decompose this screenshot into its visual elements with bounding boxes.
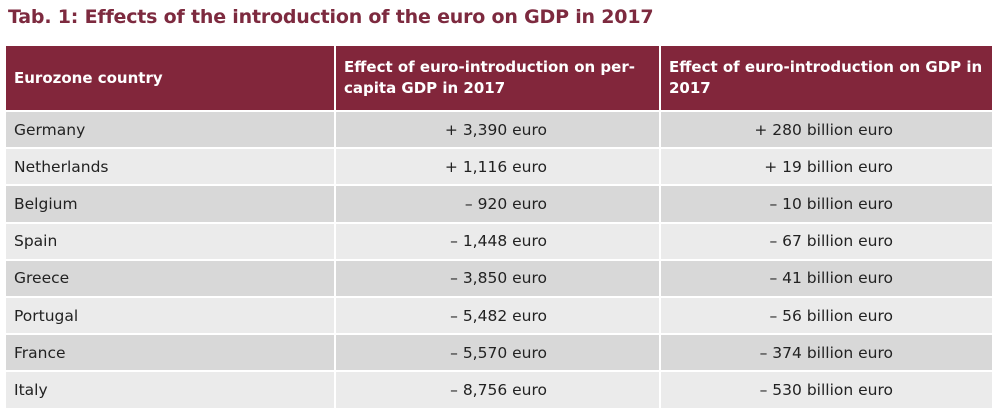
- country-cell: Greece: [6, 258, 336, 296]
- total-gdp-cell: – 41 billion euro: [661, 258, 992, 296]
- per-capita-cell: + 3,390 euro: [336, 110, 661, 148]
- per-capita-cell: – 920 euro: [336, 184, 661, 222]
- country-cell: Belgium: [6, 184, 336, 222]
- header-row: Eurozone country Effect of euro-introduc…: [6, 46, 992, 110]
- gdp-effects-table: Eurozone country Effect of euro-introduc…: [6, 46, 992, 408]
- per-capita-cell: – 5,482 euro: [336, 295, 661, 334]
- per-capita-cell: – 8,756 euro: [336, 370, 661, 408]
- total-gdp-cell: – 374 billion euro: [661, 333, 992, 371]
- country-cell: Germany: [6, 110, 336, 148]
- table-row: Italy – 8,756 euro – 530 billion euro: [6, 370, 992, 408]
- header-total: Effect of euro-introduction on GDP in 20…: [661, 46, 992, 110]
- total-gdp-cell: – 67 billion euro: [661, 221, 992, 259]
- total-gdp-cell: + 280 billion euro: [661, 110, 992, 148]
- header-country: Eurozone country: [6, 46, 336, 110]
- header-per-capita: Effect of euro-introduction on per-capit…: [336, 46, 661, 110]
- table-row: Germany + 3,390 euro + 280 billion euro: [6, 110, 992, 148]
- country-cell: France: [6, 333, 336, 371]
- table-row: Netherlands + 1,116 euro + 19 billion eu…: [6, 147, 992, 185]
- table-row: Portugal – 5,482 euro – 56 billion euro: [6, 295, 992, 334]
- total-gdp-cell: + 19 billion euro: [661, 147, 992, 185]
- table-row: Spain – 1,448 euro – 67 billion euro: [6, 221, 992, 259]
- total-gdp-cell: – 56 billion euro: [661, 295, 992, 334]
- country-cell: Portugal: [6, 295, 336, 334]
- country-cell: Italy: [6, 370, 336, 408]
- table-row: France – 5,570 euro – 374 billion euro: [6, 333, 992, 371]
- per-capita-cell: – 5,570 euro: [336, 333, 661, 371]
- total-gdp-cell: – 530 billion euro: [661, 370, 992, 408]
- per-capita-cell: – 3,850 euro: [336, 258, 661, 296]
- table-row: Belgium – 920 euro – 10 billion euro: [6, 184, 992, 222]
- table-row: Greece – 3,850 euro – 41 billion euro: [6, 258, 992, 296]
- per-capita-cell: – 1,448 euro: [336, 221, 661, 259]
- country-cell: Netherlands: [6, 147, 336, 185]
- country-cell: Spain: [6, 221, 336, 259]
- table-title: Tab. 1: Effects of the introduction of t…: [8, 6, 654, 28]
- total-gdp-cell: – 10 billion euro: [661, 184, 992, 222]
- per-capita-cell: + 1,116 euro: [336, 147, 661, 185]
